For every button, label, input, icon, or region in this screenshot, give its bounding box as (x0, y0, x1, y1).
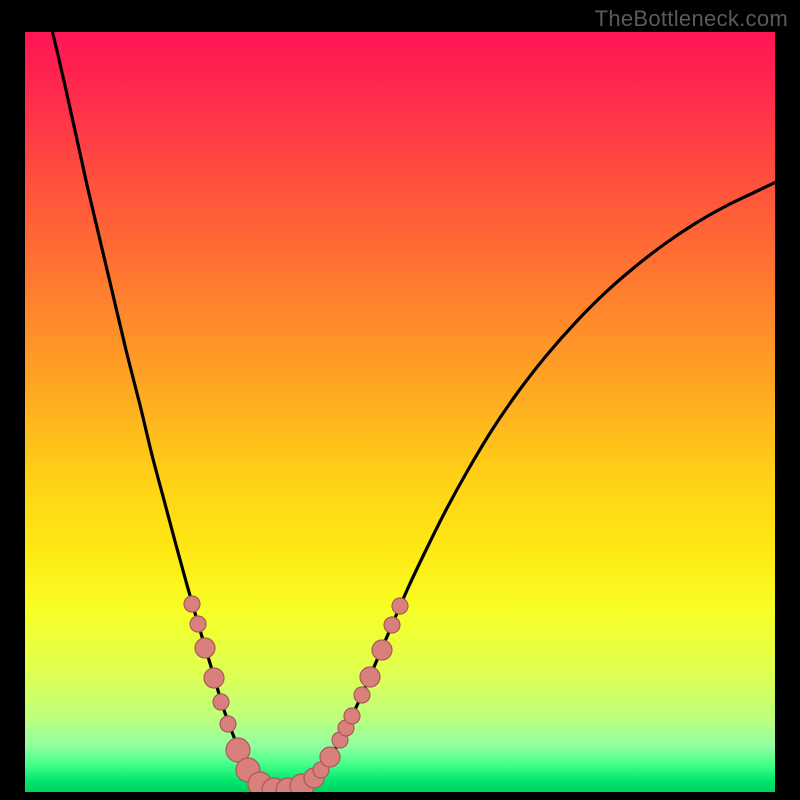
data-marker (184, 596, 200, 612)
data-marker (320, 747, 340, 767)
gradient-background (25, 32, 775, 792)
data-marker (360, 667, 380, 687)
data-marker (392, 598, 408, 614)
bottleneck-chart (0, 0, 800, 800)
data-marker (204, 668, 224, 688)
data-marker (372, 640, 392, 660)
data-marker (220, 716, 236, 732)
watermark-text: TheBottleneck.com (595, 6, 788, 32)
data-marker (344, 708, 360, 724)
data-marker (213, 694, 229, 710)
data-marker (190, 616, 206, 632)
data-marker (384, 617, 400, 633)
data-marker (354, 687, 370, 703)
data-marker (195, 638, 215, 658)
